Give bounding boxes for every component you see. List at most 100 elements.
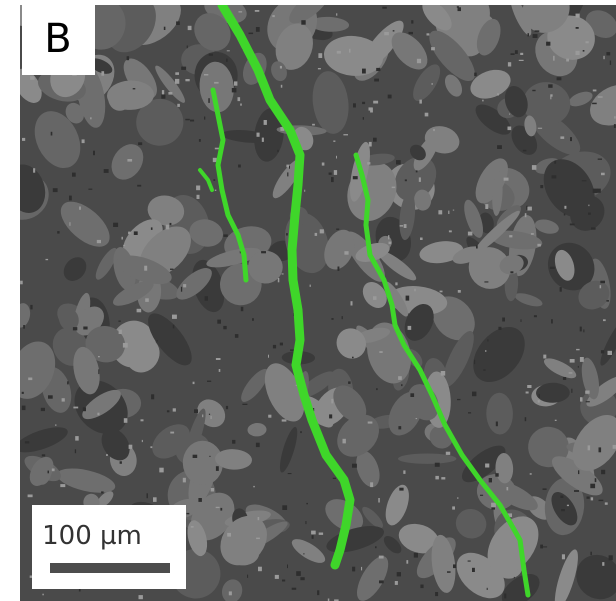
speckle (319, 533, 323, 535)
speckle (593, 189, 598, 193)
speckle (209, 456, 210, 457)
speckle (504, 178, 509, 181)
speckle (408, 326, 412, 330)
speckle (118, 321, 120, 322)
speckle (602, 562, 604, 566)
speckle (202, 415, 203, 418)
speckle (207, 381, 211, 382)
speckle (441, 477, 445, 479)
speckle (226, 59, 228, 62)
speckle (369, 142, 372, 147)
speckle (509, 114, 510, 115)
speckle (133, 88, 136, 89)
speckle (264, 120, 267, 125)
speckle (123, 245, 125, 246)
speckle (446, 452, 450, 455)
speckle (137, 309, 142, 313)
speckle (232, 440, 235, 444)
speckle (570, 224, 575, 226)
speckle (395, 581, 398, 585)
speckle (531, 233, 534, 235)
speckle (525, 213, 527, 217)
speckle (72, 173, 76, 177)
speckle (588, 445, 591, 450)
speckle (353, 176, 358, 179)
speckle (576, 27, 579, 29)
grain (398, 454, 456, 464)
speckle (348, 381, 351, 384)
speckle (173, 408, 176, 411)
speckle (181, 287, 182, 292)
speckle (101, 491, 104, 493)
speckle (177, 104, 180, 107)
speckle (67, 381, 69, 384)
speckle (127, 159, 132, 162)
speckle (213, 179, 215, 181)
speckle (106, 454, 108, 456)
speckle (551, 319, 553, 323)
speckle (331, 177, 334, 182)
speckle (435, 476, 439, 480)
speckle (337, 51, 341, 54)
speckle (530, 473, 532, 475)
speckle (334, 170, 337, 175)
speckle (306, 503, 308, 504)
speckle (419, 177, 421, 182)
speckle (610, 61, 611, 65)
speckle (176, 21, 180, 25)
speckle (519, 60, 524, 61)
speckle (161, 94, 165, 98)
speckle (352, 464, 357, 468)
speckle (197, 195, 200, 199)
speckle (389, 242, 392, 245)
speckle (150, 446, 152, 448)
speckle (417, 59, 421, 63)
speckle (560, 287, 562, 292)
speckle (289, 166, 290, 169)
speckle (527, 207, 532, 211)
speckle (292, 588, 297, 590)
speckle (83, 327, 87, 330)
speckle (588, 213, 591, 215)
speckle (282, 580, 285, 582)
speckle (196, 186, 200, 191)
speckle (406, 560, 408, 564)
speckle (223, 234, 227, 237)
speckle (82, 139, 85, 143)
speckle (388, 95, 392, 99)
speckle (216, 358, 221, 360)
speckle (304, 190, 305, 192)
speckle (606, 52, 610, 55)
speckle (305, 521, 306, 524)
speckle (603, 319, 606, 321)
speckle (320, 229, 324, 233)
speckle (204, 117, 205, 120)
speckle (281, 85, 283, 88)
speckle (238, 97, 241, 101)
speckle (374, 79, 379, 82)
speckle (376, 388, 378, 390)
speckle (93, 151, 95, 156)
speckle (329, 414, 332, 418)
speckle (232, 88, 237, 92)
speckle (587, 497, 590, 499)
speckle (476, 245, 478, 248)
speckle (419, 100, 422, 104)
speckle (249, 33, 254, 35)
speckle (101, 71, 104, 76)
speckle (278, 278, 280, 282)
speckle (600, 285, 602, 288)
speckle (379, 556, 384, 559)
speckle (209, 414, 210, 415)
speckle (128, 232, 130, 235)
speckle (601, 350, 604, 353)
speckle (382, 7, 387, 9)
speckle (571, 389, 572, 393)
speckle (123, 343, 128, 348)
speckle (353, 103, 356, 107)
speckle (215, 190, 217, 191)
speckle (252, 318, 254, 321)
speckle (209, 54, 213, 56)
speckle (409, 32, 414, 34)
speckle (204, 74, 208, 76)
